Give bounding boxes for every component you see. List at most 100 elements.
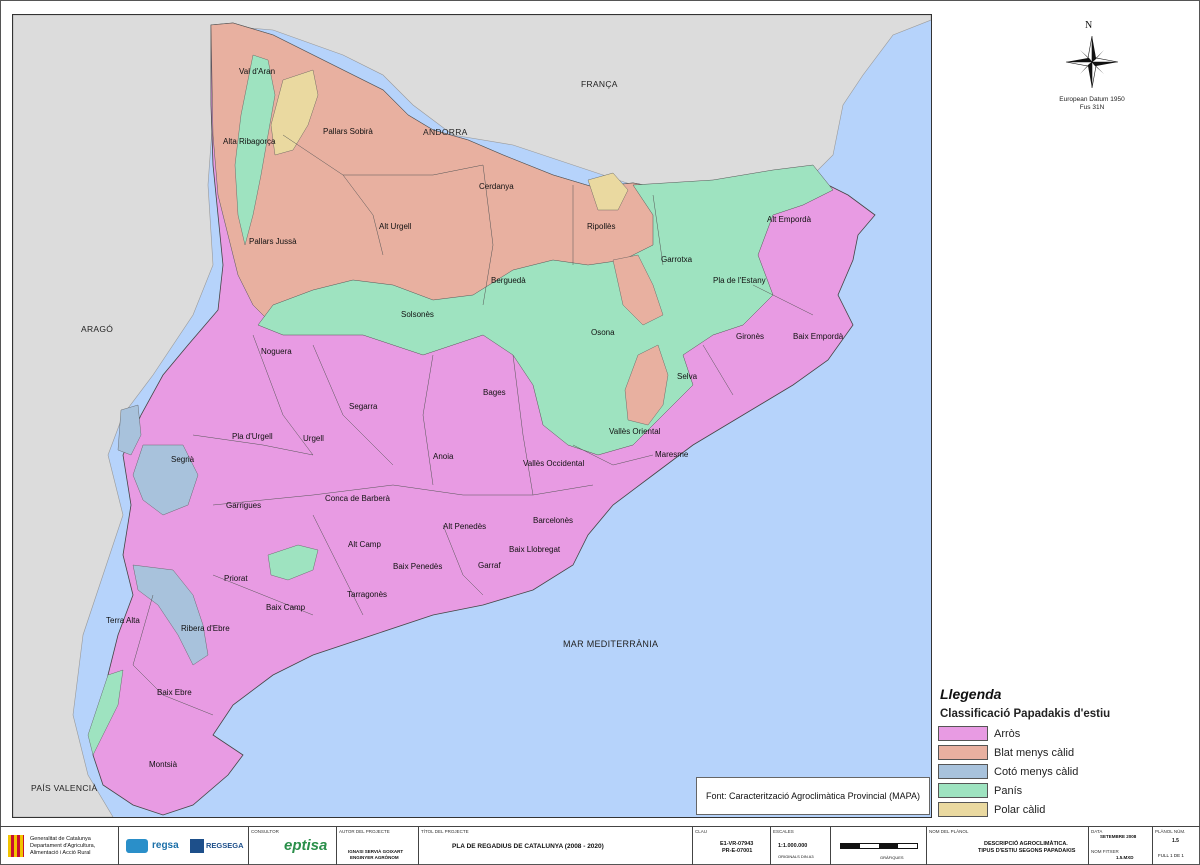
region-label: Segarra — [349, 402, 378, 411]
legend-title: Llegenda — [940, 686, 1002, 702]
region-label: Tarragonès — [347, 590, 387, 599]
region-label: Baix Camp — [266, 603, 306, 612]
tb-regsa-name: regsa — [152, 840, 179, 851]
legend-item: Arròs — [938, 724, 1196, 743]
legend-item: Cotó menys càlid — [938, 762, 1196, 781]
region-label: Selva — [677, 372, 698, 381]
label-franca: FRANÇA — [581, 79, 618, 89]
tb-regsa: regsa REGSEGA — [118, 827, 249, 865]
zone-coto-1 — [117, 404, 142, 456]
zone-blat-garrotxa — [612, 254, 664, 326]
legend-item: Blat menys càlid — [938, 743, 1196, 762]
zone-panis-priorat — [267, 544, 319, 581]
outside-land — [13, 15, 931, 817]
tb-escales: ESCALES 1:1.000.000 ORIGINALS DIN A3 — [770, 827, 831, 865]
tb-graphic-head: GRÀFIQUES — [880, 855, 904, 860]
region-label: Montsià — [149, 760, 178, 769]
regsega-logo-icon — [190, 839, 204, 853]
legend-item: Polar càlid — [938, 800, 1196, 819]
tb-graphic-scale: GRÀFIQUES — [830, 827, 927, 865]
tb-clau1: E1-VR-07943 — [720, 841, 754, 847]
region-label: Solsonès — [401, 310, 434, 319]
region-label: Vallès Oriental — [609, 427, 661, 436]
legend-label: Cotó menys càlid — [994, 765, 1079, 778]
zone-polar-2 — [587, 172, 629, 211]
region-label: Conca de Barberà — [325, 494, 390, 503]
tb-titol-text: PLA DE REGADIUS DE CATALUNYA (2008 - 202… — [452, 843, 604, 850]
region-label: Priorat — [224, 574, 248, 583]
tb-generalitat: Generalitat de Catalunya Departament d'A… — [0, 827, 119, 865]
tb-escales-head: ESCALES — [773, 829, 794, 834]
legend-subtitle: Classificació Papadakis d'estiu — [940, 708, 1111, 720]
label-andorra: ANDORRA — [423, 127, 468, 137]
region-label: Pallars Jussà — [249, 237, 297, 246]
region-label: Gironès — [736, 332, 764, 341]
zone-coto-ebre — [132, 564, 209, 666]
legend-item: Panís — [938, 781, 1196, 800]
north-arrow-icon — [1065, 35, 1119, 89]
region-label: Maresme — [655, 450, 689, 459]
region-label: Baix Empordà — [793, 332, 844, 341]
tb-planol: PLÀNOL NÚM. 1.5 FULL 1 DE 1 — [1152, 827, 1198, 865]
tb-consultor-head: CONSULTOR — [251, 829, 279, 834]
source-note: Font: Caracterització Agroclimàtica Prov… — [696, 777, 930, 815]
region-label: Garraf — [478, 561, 501, 570]
tb-nom-head: NOM DEL PLÀNOL — [929, 829, 969, 834]
tb-eptisa: eptisa — [284, 837, 328, 854]
legend-swatch — [938, 802, 988, 817]
tb-fitxer-head: NOM FITXER — [1091, 849, 1119, 854]
datum-line1: European Datum 1950 — [1059, 96, 1125, 103]
tb-data: DATA SETEMBRE 2008 NOM FITXER 1.5.MXD — [1088, 827, 1153, 865]
tb-data-head: DATA — [1091, 829, 1103, 834]
zone-polar-1 — [270, 69, 319, 156]
region-label: Alt Camp — [348, 540, 381, 549]
tb-autor-head: AUTOR DEL PROJECTE — [339, 829, 390, 834]
tb-org2: Departament d'Agricultura, — [30, 843, 96, 849]
tb-escala: 1:1.000.000 — [778, 843, 808, 849]
tb-clau2: PR-E-07001 — [722, 848, 753, 854]
legend-swatch — [938, 726, 988, 741]
region-label: Baix Llobregat — [509, 545, 561, 554]
zone-coto-segria — [132, 444, 199, 516]
tb-org1: Generalitat de Catalunya — [30, 836, 91, 842]
region-label: Barcelonès — [533, 516, 573, 525]
region-label: Terra Alta — [106, 616, 140, 625]
zone-blat-montseny — [624, 344, 669, 426]
region-label: Alt Penedès — [443, 522, 486, 531]
regsa-logo-icon — [126, 839, 148, 853]
title-block: Generalitat de Catalunya Departament d'A… — [0, 826, 1200, 865]
tb-planol-head: PLÀNOL NÚM. — [1155, 829, 1186, 834]
tb-nom2: TIPUS D'ESTIU SEGONS PAPADAKIS — [978, 848, 1076, 854]
region-label: Alt Empordà — [767, 215, 812, 224]
tb-clau: CLAU E1-VR-07943 PR-E-07001 — [692, 827, 771, 865]
region-label: Urgell — [303, 434, 324, 443]
region-label: Pla de l'Estany — [713, 276, 766, 285]
region-label: Val d'Aran — [239, 67, 275, 76]
datum-line2: Fus 31N — [1079, 104, 1105, 111]
datum-info: European Datum 1950 Fus 31N — [1042, 96, 1142, 112]
tb-autor2: ENGINYER AGRÒNOM — [350, 855, 399, 860]
region-label: Bages — [483, 388, 506, 397]
graphic-scale-bar — [840, 843, 918, 849]
region-label: Ripollès — [587, 222, 615, 231]
legend-swatch — [938, 764, 988, 779]
region-label: Noguera — [261, 347, 292, 356]
tb-originals: ORIGINALS DIN A3 — [778, 854, 814, 859]
tb-titol-head: TÍTOL DEL PROJECTE — [421, 829, 469, 834]
tb-fitxer-value: 1.5.MXD — [1116, 855, 1134, 860]
region-label: Alta Ribagorça — [223, 137, 276, 146]
legend-swatch — [938, 783, 988, 798]
legend-label: Arròs — [994, 727, 1021, 740]
region-label: Segrià — [171, 455, 195, 464]
legend-label: Panís — [994, 784, 1023, 797]
legend-label: Polar càlid — [994, 803, 1046, 816]
region-label: Cerdanya — [479, 182, 514, 191]
tb-nom-planol: NOM DEL PLÀNOL DESCRIPCIÓ AGROCLIMÀTICA.… — [926, 827, 1089, 865]
tb-org3: Alimentació i Acció Rural — [30, 850, 91, 856]
tb-autor1: IGNASI SERVIÀ GOIXART — [348, 849, 404, 854]
tb-titol: TÍTOL DEL PROJECTE PLA DE REGADIUS DE CA… — [418, 827, 693, 865]
tb-data-value: SETEMBRE 2008 — [1100, 834, 1137, 839]
label-pais-valencia: PAÍS VALENCIÀ — [31, 783, 97, 793]
zone-panis-ebre — [87, 669, 124, 756]
tb-regsega-name: REGSEGA — [206, 841, 244, 850]
